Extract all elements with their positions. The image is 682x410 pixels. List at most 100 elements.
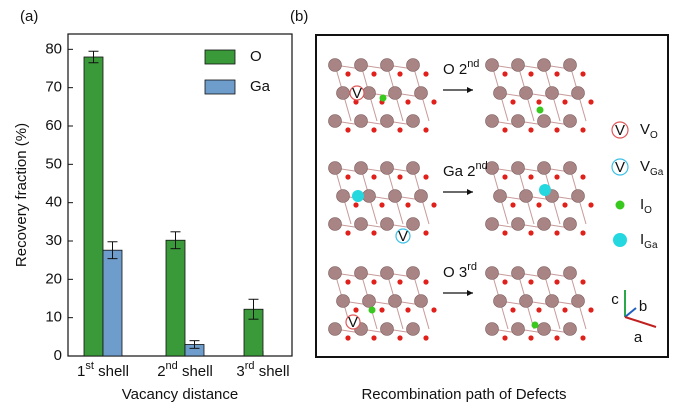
atom-ga (546, 295, 559, 308)
atom-ga (572, 190, 585, 203)
atom-ga (407, 115, 420, 128)
atom-ga (355, 267, 368, 280)
step-label: O 2nd (443, 58, 479, 78)
atom-o (528, 174, 533, 179)
legend-label: Ga (250, 78, 271, 95)
atom-o (405, 202, 410, 207)
atom-o (345, 127, 350, 132)
atom-ga (389, 87, 402, 100)
atom-ga (337, 295, 350, 308)
atom-o (397, 71, 402, 76)
legend-marker-text: V (615, 122, 625, 139)
atom-o (353, 202, 358, 207)
atom-ga (381, 218, 394, 231)
atom-o (510, 99, 515, 104)
atom-ga (520, 190, 533, 203)
bar (103, 250, 122, 356)
interstitial (532, 322, 539, 329)
atom-ga (407, 59, 420, 72)
arrow-head (467, 87, 473, 93)
atom-ga (329, 115, 342, 128)
atom-ga (494, 295, 507, 308)
atom-o (379, 307, 384, 312)
atom-ga (329, 323, 342, 336)
panel-label: (a) (20, 8, 38, 25)
atom-ga (538, 162, 551, 175)
atom-o (423, 127, 428, 132)
atom-o (423, 174, 428, 179)
atom-ga (389, 295, 402, 308)
atom-ga (415, 295, 428, 308)
atom-o (502, 279, 507, 284)
bar (166, 240, 185, 356)
interstitial (537, 107, 544, 114)
atom-ga (337, 190, 350, 203)
atom-ga (512, 162, 525, 175)
y-axis-label: Recovery fraction (%) (13, 123, 30, 267)
atom-o (588, 202, 593, 207)
atom-ga (486, 323, 499, 336)
atom-ga (538, 267, 551, 280)
atom-ga (512, 59, 525, 72)
x-tick-label: 1st shell (77, 360, 129, 380)
atom-o (379, 202, 384, 207)
atom-o (345, 71, 350, 76)
atom-o (510, 307, 515, 312)
y-tick-label: 50 (45, 155, 62, 172)
vacancy-text: V (398, 228, 408, 245)
legend-swatch (205, 50, 235, 64)
legend-sub: Ga (644, 240, 658, 251)
step-label: O 3rd (443, 261, 477, 281)
legend-label: O (250, 48, 262, 65)
legend-sub: O (644, 205, 652, 216)
atom-ga (520, 87, 533, 100)
atom-ga (564, 267, 577, 280)
atom-ga (363, 295, 376, 308)
atom-o (371, 71, 376, 76)
atom-ga (337, 87, 350, 100)
atom-o (510, 202, 515, 207)
atom-ga (381, 267, 394, 280)
atom-ga (486, 267, 499, 280)
atom-o (397, 127, 402, 132)
atom-ga (512, 323, 525, 336)
text-part: O 2 (443, 61, 467, 78)
atom-o (502, 127, 507, 132)
text-part: shell (178, 363, 213, 380)
atom-o (580, 279, 585, 284)
x-tick-label: 3rd shell (236, 360, 289, 380)
atom-o (588, 99, 593, 104)
atom-o (397, 335, 402, 340)
atom-ga (407, 218, 420, 231)
legend-label: IGa (640, 231, 658, 251)
atom-ga (538, 323, 551, 336)
atom-o (423, 71, 428, 76)
y-tick-label: 70 (45, 79, 62, 96)
atom-o (345, 174, 350, 179)
atom-ga (407, 267, 420, 280)
text-part: rd (245, 360, 255, 372)
atom-o (502, 71, 507, 76)
atom-o (528, 71, 533, 76)
y-tick-label: 40 (45, 194, 62, 211)
atom-ga (486, 115, 499, 128)
y-tick-label: 30 (45, 232, 62, 249)
atom-o (397, 279, 402, 284)
axis-label: c (611, 291, 619, 308)
legend-main: V (640, 121, 650, 138)
atom-ga (329, 162, 342, 175)
atom-ga (494, 190, 507, 203)
atom-ga (329, 218, 342, 231)
atom-ga (538, 218, 551, 231)
atom-o (371, 335, 376, 340)
x-axis-label: Vacancy distance (122, 386, 238, 403)
atom-ga (520, 295, 533, 308)
legend-marker-text: V (615, 159, 625, 176)
atom-ga (486, 59, 499, 72)
atom-ga (329, 59, 342, 72)
atom-o (371, 279, 376, 284)
atom-o (528, 335, 533, 340)
atom-o (580, 230, 585, 235)
bar (84, 57, 103, 356)
atom-ga (363, 190, 376, 203)
